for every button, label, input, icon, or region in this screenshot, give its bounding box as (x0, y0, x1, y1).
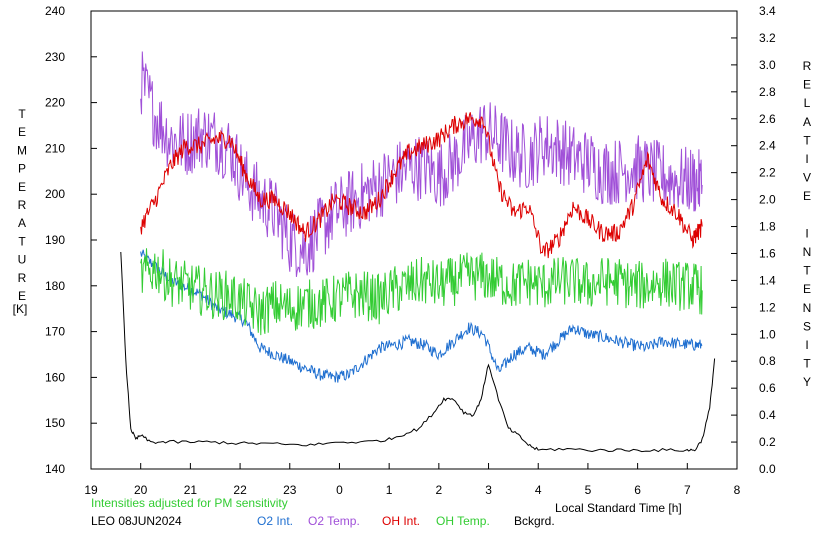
left-tick-label: 150 (45, 416, 65, 430)
left-axis-letter: R (18, 271, 27, 285)
right-tick-label: 0.8 (759, 354, 776, 368)
x-tick-label: 20 (134, 483, 148, 497)
series-o2-int (140, 249, 703, 383)
right-tick-label: 2.0 (759, 193, 776, 207)
left-tick-label: 210 (45, 141, 65, 155)
right-axis-letter: E (803, 78, 811, 92)
right-axis-letter: E (803, 282, 811, 296)
series-o2-temp (140, 51, 703, 277)
right-tick-label: 0.6 (759, 381, 776, 395)
station-date-label: LEO 08JUN2024 (91, 514, 182, 528)
right-tick-label: 2.2 (759, 166, 776, 180)
right-axis-letter: A (803, 115, 811, 129)
left-axis-letter: E (18, 180, 26, 194)
right-tick-label: 1.4 (759, 273, 776, 287)
right-tick-label: 3.4 (759, 4, 776, 18)
left-tick-label: 190 (45, 233, 65, 247)
left-tick-label: 240 (45, 4, 65, 18)
right-tick-label: 3.2 (759, 31, 776, 45)
x-tick-label: 7 (684, 483, 691, 497)
right-axis-letter: I (805, 226, 808, 240)
right-axis-letter: T (803, 357, 811, 371)
right-axis-letter: L (804, 96, 811, 110)
right-axis-ticks: 0.0 0.2 0.4 0.6 0.8 1.0 1.2 1.4 1.6 1.8 2.0 2.2 2.4 2… (731, 4, 776, 476)
x-axis-label: Local Standard Time [h] (555, 501, 682, 515)
right-tick-label: 1.2 (759, 300, 776, 314)
left-axis-ticks: 140 150 160 170 180 190 200 210 220 230 240 (45, 4, 97, 476)
legend-o2-temp: O2 Temp. (308, 514, 360, 528)
right-tick-label: 2.6 (759, 112, 776, 126)
x-tick-label: 8 (734, 483, 741, 497)
right-axis-letter: S (803, 319, 811, 333)
left-axis-letter: E (18, 125, 26, 139)
x-tick-label: 19 (84, 483, 98, 497)
right-axis-letter: V (803, 171, 811, 185)
right-tick-label: 0.0 (759, 462, 776, 476)
left-axis-letter: R (18, 198, 27, 212)
x-tick-label: 0 (336, 483, 343, 497)
sensitivity-note: Intensities adjusted for PM sensitivity (91, 496, 288, 510)
x-tick-label: 3 (485, 483, 492, 497)
right-tick-label: 1.6 (759, 246, 776, 260)
left-axis-letter: A (18, 216, 26, 230)
right-axis-letter: R (803, 59, 812, 73)
right-tick-label: 1.8 (759, 220, 776, 234)
left-axis-letter: M (17, 143, 27, 157)
left-axis-unit: [K] (13, 302, 28, 316)
x-axis-ticks: 19 20 21 22 23 0 1 2 3 4 5 6 7 8 (84, 463, 741, 497)
right-axis-letter: I (805, 152, 808, 166)
left-tick-label: 160 (45, 370, 65, 384)
series-layer (120, 51, 716, 453)
right-axis-letter: Y (803, 375, 811, 389)
left-tick-label: 170 (45, 325, 65, 339)
legend-o2-int: O2 Int. (257, 514, 294, 528)
right-axis-letter: I (805, 338, 808, 352)
left-tick-label: 140 (45, 462, 65, 476)
right-axis-letter: E (803, 189, 811, 203)
legend-bckgrd: Bckgrd. (514, 514, 555, 528)
left-axis-letter: U (18, 253, 27, 267)
left-axis-letter: P (18, 162, 26, 176)
right-tick-label: 2.8 (759, 85, 776, 99)
legend-oh-int: OH Int. (382, 514, 421, 528)
left-tick-label: 230 (45, 50, 65, 64)
right-axis-letter: N (803, 245, 812, 259)
right-tick-label: 2.4 (759, 139, 776, 153)
left-axis-letter: E (18, 289, 26, 303)
left-tick-label: 220 (45, 96, 65, 110)
x-tick-label: 21 (184, 483, 198, 497)
left-axis-letter: T (18, 107, 26, 121)
x-tick-label: 23 (283, 483, 297, 497)
left-tick-label: 180 (45, 279, 65, 293)
left-axis-letter: T (18, 234, 26, 248)
right-tick-label: 3.0 (759, 58, 776, 72)
left-tick-label: 200 (45, 187, 65, 201)
x-tick-label: 1 (386, 483, 393, 497)
right-axis-letter: T (803, 133, 811, 147)
right-tick-label: 0.4 (759, 408, 776, 422)
x-tick-label: 22 (233, 483, 247, 497)
x-tick-label: 5 (585, 483, 592, 497)
series-bckgrd (120, 251, 716, 453)
series-oh-int (140, 112, 703, 259)
series-oh-temp (140, 248, 703, 336)
right-tick-label: 1.0 (759, 327, 776, 341)
right-tick-label: 0.2 (759, 435, 776, 449)
x-tick-label: 4 (535, 483, 542, 497)
legend-oh-temp: OH Temp. (436, 514, 490, 528)
x-tick-label: 6 (634, 483, 641, 497)
plot-frame (90, 10, 738, 470)
right-axis-letter: T (803, 264, 811, 278)
x-tick-label: 2 (436, 483, 443, 497)
right-axis-letter: N (803, 301, 812, 315)
